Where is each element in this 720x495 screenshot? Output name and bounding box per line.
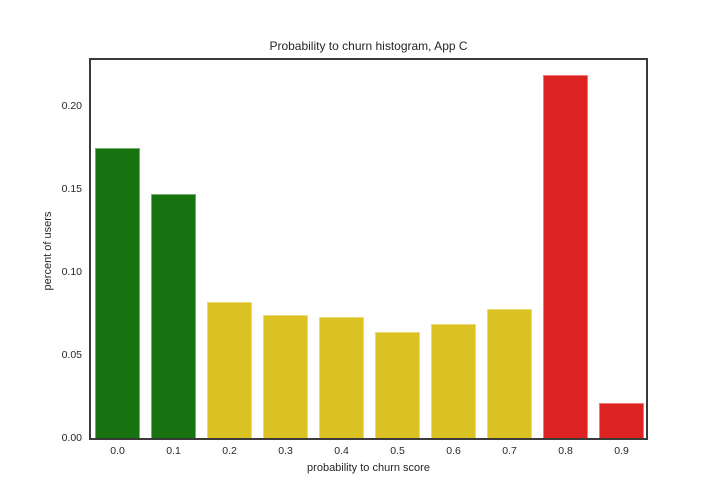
y-tick-0.05: 0.05 bbox=[61, 349, 82, 362]
bar-0.6 bbox=[431, 324, 476, 438]
bar-0.0 bbox=[95, 148, 140, 438]
bar-0.1 bbox=[151, 194, 196, 438]
x-tick-0.2: 0.2 bbox=[222, 445, 237, 457]
y-tick-0.15: 0.15 bbox=[61, 183, 82, 196]
bar-0.7 bbox=[487, 309, 532, 438]
chart-title: Probability to churn histogram, App C bbox=[269, 39, 468, 53]
x-tick-0.4: 0.4 bbox=[334, 445, 349, 457]
y-tick-0.10: 0.10 bbox=[61, 266, 82, 279]
bar-0.5 bbox=[375, 332, 420, 438]
bars-group bbox=[91, 60, 646, 438]
bar-0.2 bbox=[207, 302, 252, 438]
bar-0.3 bbox=[263, 315, 308, 438]
y-tick-0.00: 0.00 bbox=[61, 432, 82, 444]
bar-0.9 bbox=[599, 403, 644, 438]
x-tick-0.0: 0.0 bbox=[110, 445, 125, 457]
x-tick-0.7: 0.7 bbox=[502, 445, 517, 457]
x-tick-0.8: 0.8 bbox=[558, 445, 573, 457]
plot-area bbox=[89, 58, 648, 440]
y-axis-label: percent of users bbox=[42, 211, 54, 291]
x-tick-0.3: 0.3 bbox=[278, 445, 293, 457]
x-tick-0.1: 0.1 bbox=[166, 445, 181, 457]
x-tick-0.6: 0.6 bbox=[446, 445, 461, 457]
x-tick-0.9: 0.9 bbox=[614, 445, 629, 457]
x-axis-label: probability to churn score bbox=[307, 462, 430, 474]
y-tick-0.20: 0.20 bbox=[61, 100, 82, 113]
x-tick-0.5: 0.5 bbox=[390, 445, 405, 457]
bar-0.4 bbox=[319, 317, 364, 438]
bar-0.8 bbox=[543, 75, 588, 438]
